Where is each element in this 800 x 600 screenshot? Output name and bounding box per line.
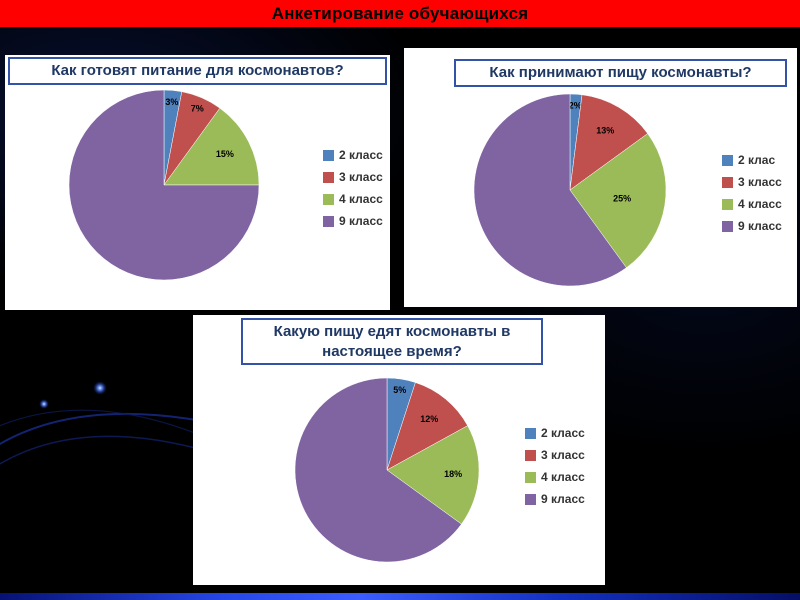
legend-label: 9 класс: [541, 492, 585, 506]
glow-dot: [93, 381, 107, 395]
pie-data-label: 25%: [613, 193, 631, 203]
glow-dot: [39, 399, 49, 409]
legend-swatch-green: [525, 471, 536, 483]
pie-data-label: 13%: [596, 126, 614, 136]
chart-title: Как принимают пищу космонавты?: [489, 64, 752, 81]
legend-label: 2 класс: [541, 426, 585, 440]
legend-swatch-purple: [525, 493, 536, 505]
legend-label: 3 класс: [339, 170, 383, 184]
chart-title: Как готовят питание для космонавтов?: [51, 62, 344, 79]
legend-item: 9 класс: [525, 492, 585, 506]
pie-data-label: 18%: [444, 469, 462, 479]
legend-item: 2 класс: [323, 148, 383, 162]
legend-label: 2 клас: [738, 153, 776, 167]
legend-item: 3 класс: [722, 175, 782, 189]
legend-swatch-blue: [525, 427, 536, 439]
pie-panel-current-food: 5% 12% 18% Какую пищу едят космонавты в на…: [193, 315, 605, 585]
pie-slice: [294, 377, 462, 563]
chart-legend: 2 класс 3 класс 4 класс 9 класс: [323, 148, 383, 228]
pie-slice: [569, 94, 649, 191]
pie-chart-food-intake: 2% 13% 25%: [473, 93, 667, 287]
legend-label: 4 класс: [339, 192, 383, 206]
top-red-bar: Анкетирование обучающихся: [0, 0, 800, 27]
pie-slice: [163, 107, 260, 186]
legend-swatch-red: [722, 176, 733, 188]
legend-label: 3 класс: [541, 448, 585, 462]
legend-item: 2 клас: [722, 153, 782, 167]
legend-swatch-red: [323, 171, 334, 183]
legend-swatch-green: [722, 198, 733, 210]
pie-chart-current-food: 5% 12% 18%: [294, 377, 480, 563]
legend-swatch-purple: [323, 215, 334, 227]
chart-title-box: Как готовят питание для космонавтов?: [8, 57, 387, 85]
legend-item: 9 класс: [323, 214, 383, 228]
legend-swatch-green: [323, 193, 334, 205]
legend-label: 2 класс: [339, 148, 383, 162]
legend-item: 3 класс: [525, 448, 585, 462]
pie-slice: [569, 133, 667, 269]
legend-item: 3 класс: [323, 170, 383, 184]
bottom-blue-bar: [0, 593, 800, 600]
pie-chart-food-preparation: 3% 7% 15%: [68, 89, 260, 281]
legend-swatch-blue: [722, 154, 733, 166]
legend-item: 2 класс: [525, 426, 585, 440]
legend-item: 4 класс: [525, 470, 585, 484]
legend-label: 3 класс: [738, 175, 782, 189]
legend-item: 4 класс: [323, 192, 383, 206]
legend-label: 4 класс: [541, 470, 585, 484]
chart-title-box: Какую пищу едят космонавты в настоящее в…: [241, 318, 543, 365]
legend-swatch-red: [525, 449, 536, 461]
chart-title-box: Как принимают пищу космонавты?: [454, 59, 787, 87]
pie-data-label: 7%: [191, 103, 204, 113]
light-streak: [0, 409, 201, 436]
slide-title: Анкетирование обучающихся: [271, 3, 529, 23]
pie-slice: [386, 425, 480, 525]
legend-label: 4 класс: [738, 197, 782, 211]
chart-title: Какую пищу едят космонавты в настоящее в…: [273, 323, 511, 360]
pie-slice: [473, 93, 627, 287]
pie-data-label: 2%: [569, 101, 582, 111]
pie-data-label: 3%: [165, 97, 178, 107]
legend-item: 9 класс: [722, 219, 782, 233]
legend-label: 9 класс: [339, 214, 383, 228]
pie-slice: [386, 382, 468, 471]
pie-data-label: 12%: [420, 414, 438, 424]
legend-label: 9 класс: [738, 219, 782, 233]
pie-panel-food-preparation: 3% 7% 15% Как готовят питание для космонав…: [5, 55, 390, 310]
legend-swatch-blue: [323, 149, 334, 161]
legend-item: 4 класс: [722, 197, 782, 211]
pie-data-label: 5%: [393, 385, 406, 395]
pie-data-label: 15%: [216, 149, 234, 159]
chart-legend: 2 класс 3 класс 4 класс 9 класс: [525, 426, 585, 506]
pie-slice: [68, 89, 260, 281]
legend-swatch-purple: [722, 220, 733, 232]
chart-legend: 2 клас 3 класс 4 класс 9 класс: [722, 153, 782, 233]
pie-panel-food-intake: 2% 13% 25% Как принимают пищу космонавты? …: [404, 48, 797, 307]
